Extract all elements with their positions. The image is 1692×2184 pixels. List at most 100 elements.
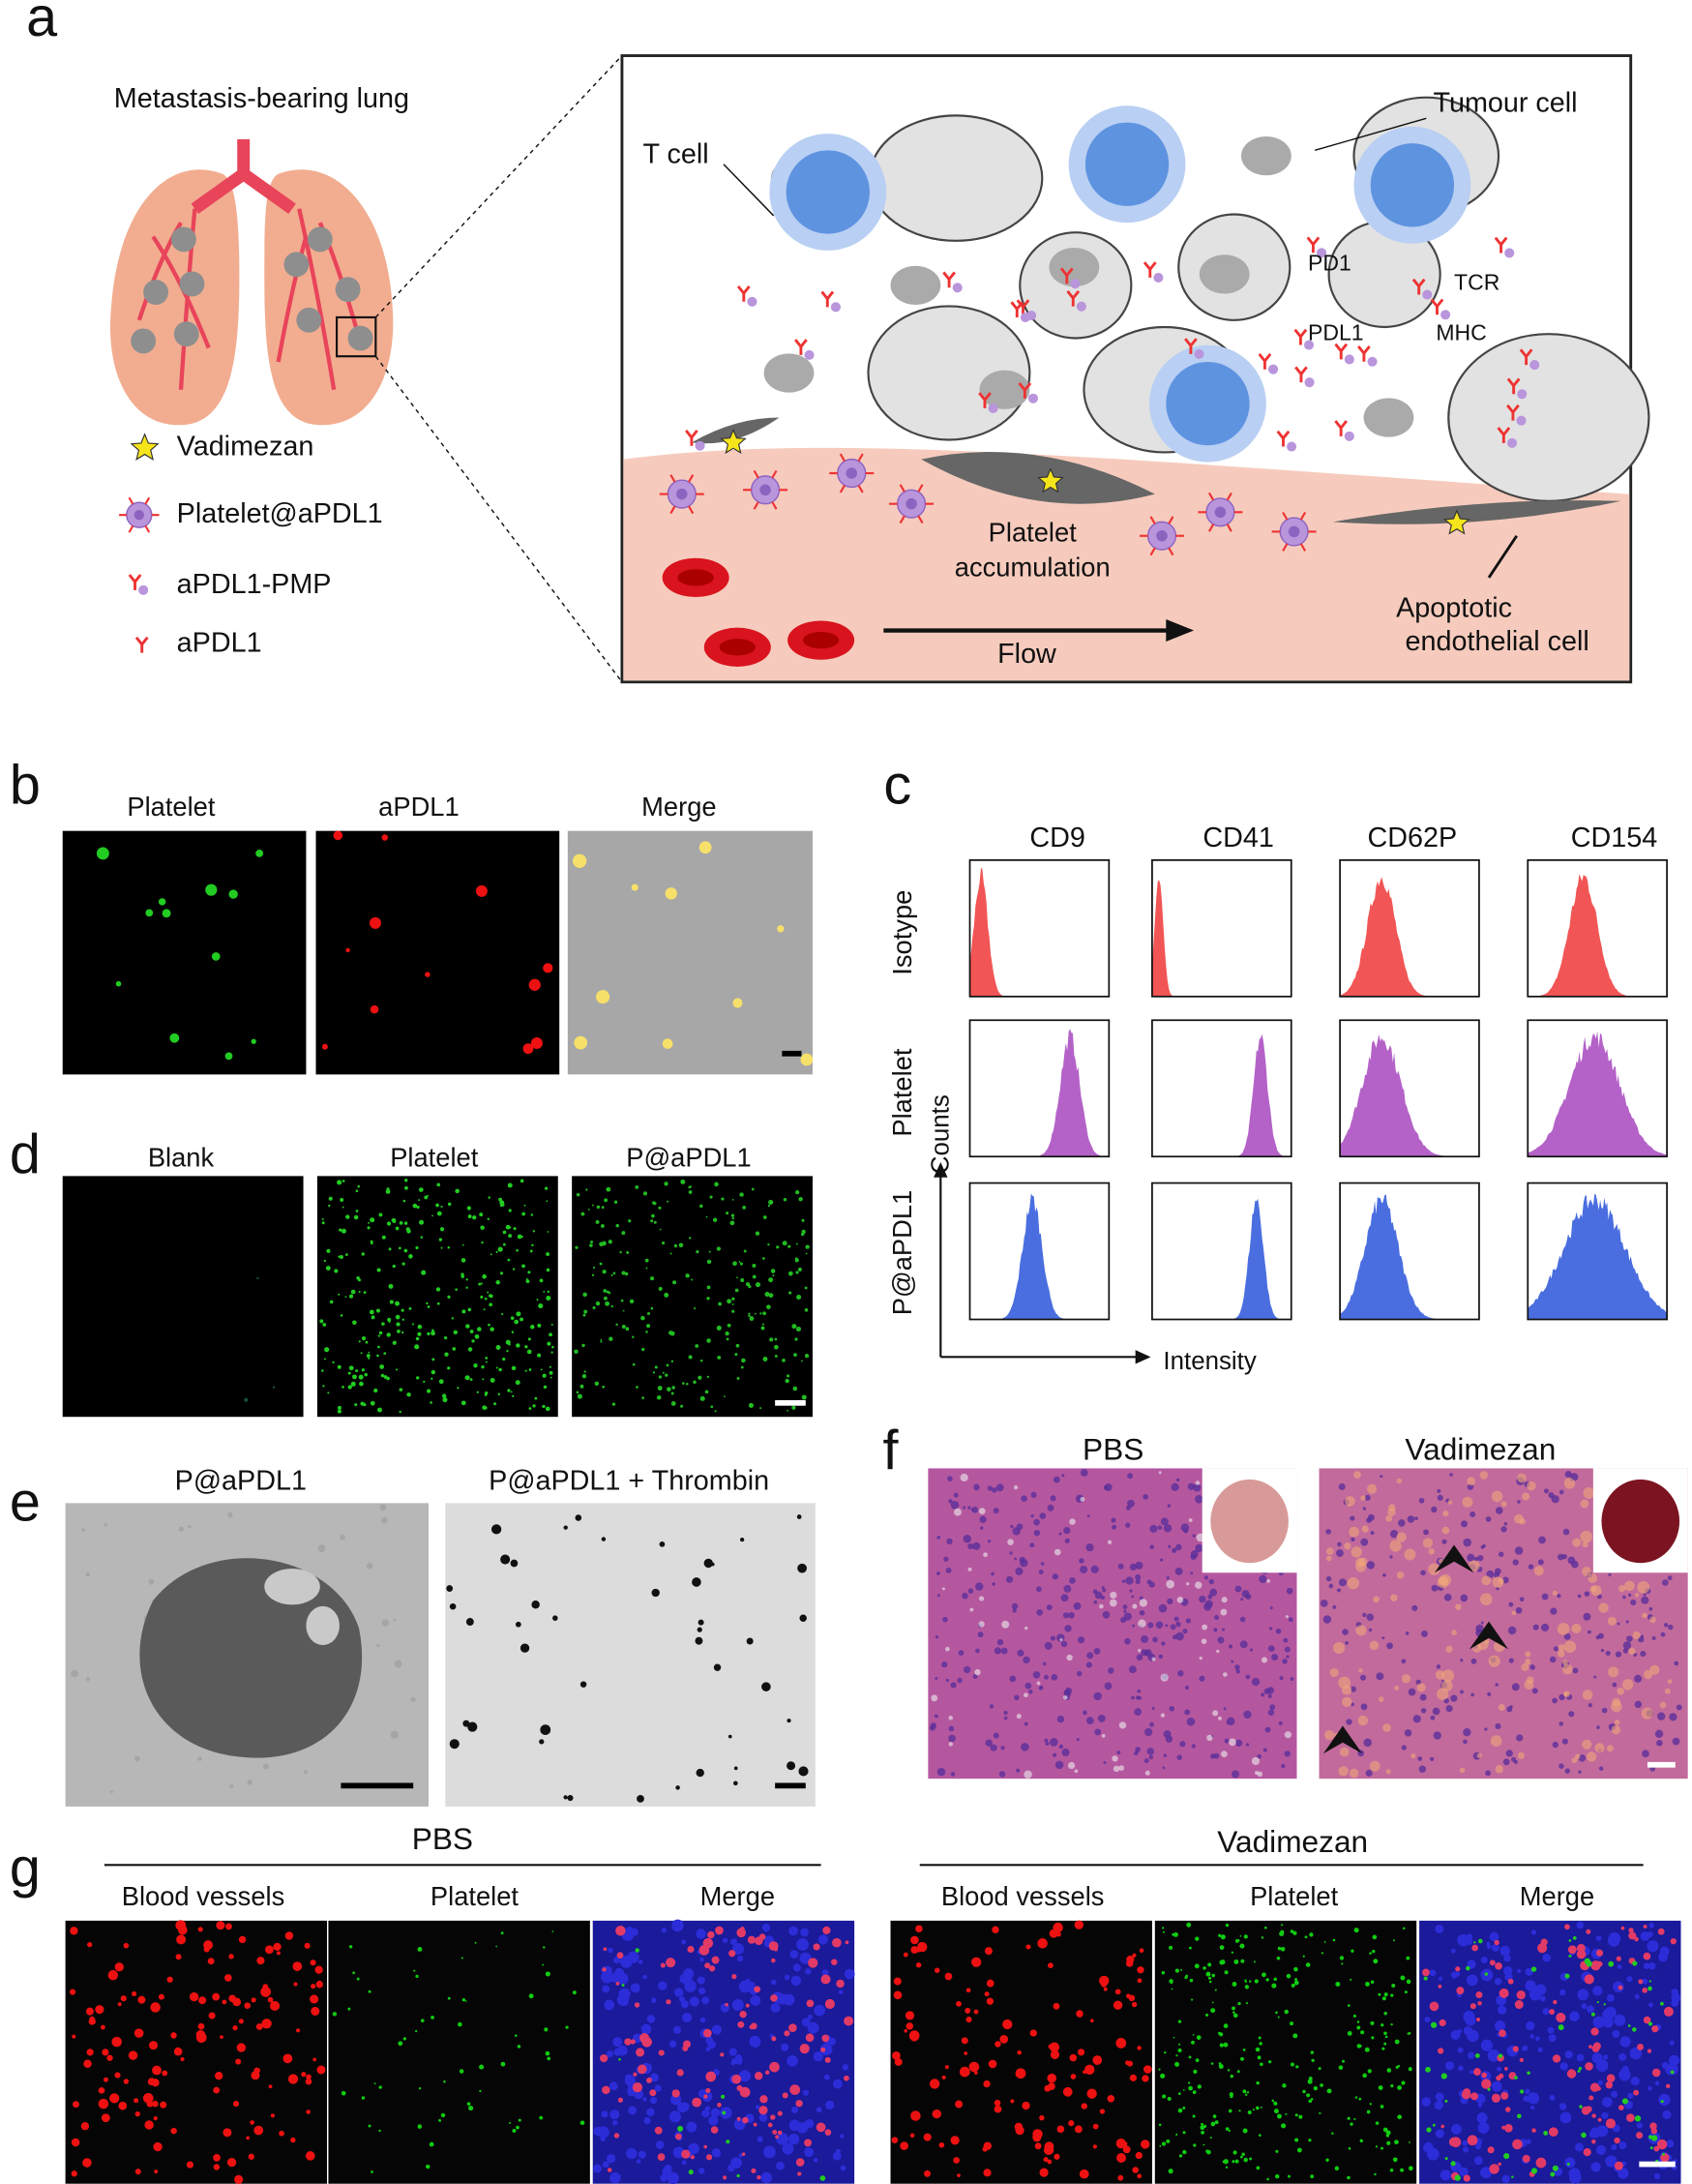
spot — [80, 2122, 90, 2131]
spot — [1125, 1522, 1131, 1528]
spot — [1617, 1964, 1622, 1969]
spot — [1553, 1646, 1558, 1652]
endothelial-cell — [1332, 500, 1621, 524]
spot — [1501, 1576, 1509, 1584]
spot — [1249, 2157, 1253, 2161]
spot — [1566, 2069, 1577, 2079]
spot — [1050, 1495, 1056, 1502]
spot — [685, 1382, 689, 1386]
spot — [282, 2053, 293, 2064]
spot — [801, 1360, 803, 1362]
spot — [1614, 2014, 1626, 2026]
spot — [310, 1960, 316, 1966]
spot — [732, 1261, 737, 1267]
spot — [1614, 2161, 1623, 2170]
spot — [402, 1199, 406, 1203]
nucleus — [979, 370, 1030, 409]
antibody — [942, 271, 956, 288]
spot — [234, 2174, 244, 2184]
spot — [337, 1405, 342, 1411]
spot — [1218, 2062, 1222, 2065]
spot — [365, 1340, 369, 1344]
spot — [1548, 2034, 1557, 2043]
spot — [512, 1394, 515, 1397]
spot — [1160, 1517, 1169, 1526]
spot — [1015, 2072, 1021, 2077]
spot — [842, 2064, 849, 2071]
spot — [714, 1182, 719, 1187]
spot — [1485, 2172, 1491, 2178]
spot — [1396, 1478, 1403, 1484]
spot — [350, 1381, 356, 1387]
spot — [1332, 1938, 1336, 1942]
spot — [512, 1268, 516, 1271]
spot — [1459, 1767, 1466, 1774]
spot — [583, 1309, 588, 1314]
spot — [232, 2101, 240, 2108]
spot — [824, 2100, 835, 2110]
spot — [1288, 1617, 1293, 1623]
spot — [1617, 1622, 1620, 1626]
spot — [651, 1997, 657, 2003]
spot — [1207, 1976, 1212, 1980]
antibody — [820, 290, 835, 308]
spot — [1517, 1751, 1525, 1759]
spot — [1389, 1540, 1402, 1552]
spot — [650, 1306, 654, 1310]
spot — [994, 2041, 1001, 2048]
spot — [1489, 2164, 1499, 2174]
spot — [722, 1937, 728, 1944]
spot — [649, 2073, 660, 2082]
spot — [1564, 2050, 1573, 2059]
spot — [301, 2072, 307, 2078]
spot — [1586, 1929, 1591, 1934]
spot — [253, 2125, 264, 2136]
spot — [1627, 2092, 1634, 2099]
spot — [1660, 2001, 1664, 2006]
spot — [1475, 1991, 1483, 1999]
spot — [1454, 1971, 1461, 1977]
spot — [550, 1351, 553, 1354]
spot — [1263, 1688, 1270, 1695]
spot — [1439, 2019, 1446, 2027]
spot — [691, 1278, 694, 1281]
spot — [777, 2130, 783, 2136]
spot — [1462, 2139, 1469, 2146]
legend-star — [130, 433, 160, 461]
spot — [1034, 2142, 1042, 2150]
micrograph — [567, 830, 813, 1075]
spot — [959, 2066, 970, 2078]
spot — [977, 1631, 984, 1638]
spot — [1626, 1976, 1633, 1983]
spot — [1622, 1595, 1626, 1600]
spot — [1435, 1924, 1444, 1933]
spot — [603, 1947, 608, 1952]
spot — [1232, 2013, 1238, 2019]
spot — [994, 1647, 1002, 1655]
spot — [608, 1947, 613, 1954]
histogram — [969, 867, 1110, 997]
spot — [186, 2161, 194, 2169]
spot — [1486, 1941, 1491, 1946]
spot — [1232, 1982, 1237, 1987]
spot — [1582, 1690, 1593, 1700]
spot — [736, 1377, 740, 1380]
spot — [646, 2015, 656, 2023]
spot — [797, 1563, 807, 1573]
spot — [1290, 1677, 1294, 1682]
spot — [1500, 1501, 1507, 1508]
spot — [844, 2075, 849, 2081]
label: Merge — [1520, 1881, 1594, 1911]
spot — [1273, 2109, 1279, 2114]
spot — [732, 1943, 745, 1955]
spot — [513, 1227, 517, 1231]
spot — [85, 2007, 94, 2016]
spot — [152, 2065, 162, 2076]
spot — [1566, 2163, 1570, 2166]
spot — [1037, 1938, 1048, 1949]
spot — [261, 2019, 272, 2029]
spot — [1168, 2169, 1173, 2174]
spot — [1602, 2097, 1613, 2108]
spot — [1350, 1686, 1356, 1692]
spot — [1239, 1934, 1242, 1937]
